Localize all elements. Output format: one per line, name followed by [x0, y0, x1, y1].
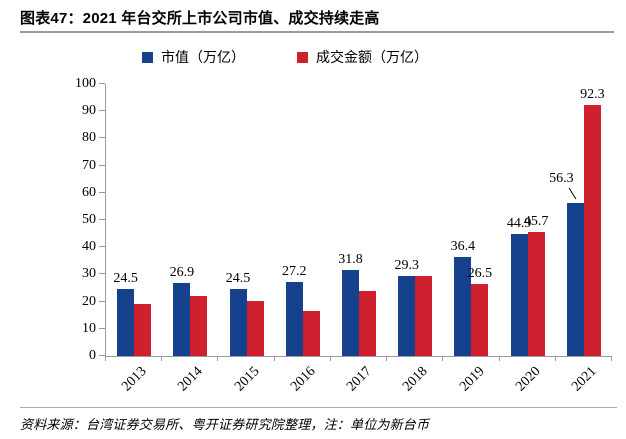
bar-label-turnover-2020: 45.7 [523, 213, 549, 229]
x-axis-label-2016: 2016 [288, 364, 319, 395]
y-tick-label: 60 [82, 184, 96, 200]
bar-turnover-2020 [527, 231, 545, 356]
y-tick-label: 20 [82, 293, 96, 309]
bar-label-market-cap-2021: 56.3 [549, 170, 574, 186]
legend-label-market-cap: 市值（万亿） [161, 49, 245, 65]
y-tick [99, 355, 105, 356]
y-tick [99, 300, 105, 302]
x-axis-label-2021: 2021 [569, 364, 600, 395]
bar-label-turnover-2021: 92.3 [580, 86, 605, 102]
x-axis-label-2020: 2020 [512, 364, 544, 395]
bar-group-2017: 31.8 [331, 84, 387, 356]
chart-legend: 市值（万亿） 成交金额（万亿） [0, 47, 598, 67]
bar-market-cap-2013 [117, 289, 135, 356]
x-axis-label-2014: 2014 [175, 364, 206, 395]
bar-group-2021: 56.3 92.3 [549, 84, 612, 356]
bar-label-market-cap-2017: 31.8 [338, 251, 363, 267]
bar-market-cap-2014 [173, 282, 191, 356]
label-leader-line [568, 187, 577, 200]
y-tick [99, 83, 105, 84]
y-tick [99, 219, 105, 220]
y-tick-label: 80 [82, 130, 96, 146]
x-axis-label-2013: 2013 [119, 364, 150, 395]
y-tick [99, 327, 105, 329]
y-tick [99, 110, 105, 112]
footer-divider [20, 407, 617, 408]
bar-turnover-2018 [415, 275, 433, 356]
bar-chart-plot-area: 24.5 26.9 24.5 27.2 31.8 29.3 36.4 26.5 44.9 45.7… [75, 77, 612, 363]
bar-turnover-2014 [190, 296, 208, 356]
bar-market-cap-2016 [285, 282, 303, 356]
bar-market-cap-2018 [398, 276, 416, 356]
x-tick [498, 356, 500, 361]
y-tick-label: 100 [75, 76, 96, 91]
y-tick-label: 90 [82, 103, 96, 119]
bar-turnover-2019 [471, 283, 489, 356]
y-tick-label: 30 [82, 266, 96, 282]
x-tick [217, 356, 219, 361]
bar-label-market-cap-2019: 36.4 [450, 239, 476, 254]
bar-turnover-2021 [583, 104, 601, 356]
x-tick [554, 356, 556, 361]
x-axis-labels: 2013 2014 2015 2016 2017 2018 2019 2020 2021 [105, 357, 611, 399]
x-tick [611, 356, 612, 361]
bar-market-cap-2019 [454, 257, 472, 356]
y-tick [99, 164, 105, 166]
x-tick [442, 356, 444, 361]
x-axis-label-2018: 2018 [400, 364, 431, 395]
bar-turnover-2017 [358, 291, 376, 356]
bar-group-2018: 29.3 [387, 84, 443, 356]
x-tick [329, 356, 331, 361]
bar-label-market-cap-2013: 24.5 [113, 271, 138, 287]
x-axis-label-2017: 2017 [344, 364, 375, 395]
bar-group-2015: 24.5 [218, 84, 274, 356]
bar-turnover-2013 [134, 304, 152, 356]
bar-group-2014: 26.9 [162, 84, 218, 356]
bar-label-market-cap-2016: 27.2 [282, 264, 307, 280]
y-tick [99, 137, 105, 139]
bar-label-market-cap-2014: 26.9 [169, 264, 195, 280]
bar-market-cap-2015 [229, 289, 247, 356]
y-tick-label: 40 [82, 239, 96, 255]
x-tick [273, 356, 275, 361]
bar-market-cap-2020 [510, 233, 528, 356]
y-tick [99, 191, 105, 193]
y-tick-label: 10 [82, 320, 96, 336]
bar-label-market-cap-2015: 24.5 [225, 271, 251, 287]
legend-label-turnover: 成交金额（万亿） [316, 49, 428, 65]
bar-market-cap-2021 [566, 202, 584, 356]
y-tick-label: 70 [82, 157, 96, 173]
x-tick [161, 356, 163, 361]
title-divider [20, 31, 614, 33]
bar-market-cap-2017 [341, 269, 359, 356]
bar-turnover-2015 [246, 301, 264, 356]
bar-label-market-cap-2020: 44.9 [506, 215, 532, 231]
bar-label-market-cap-2018: 29.3 [394, 258, 419, 274]
bar-turnover-2016 [302, 311, 320, 356]
y-tick-label: 0 [89, 348, 96, 363]
bar-group-2016: 27.2 [275, 84, 331, 356]
bar-group-2019: 36.4 26.5 [443, 84, 499, 356]
x-tick [105, 356, 106, 361]
legend-swatch-turnover-icon [297, 51, 308, 63]
legend-swatch-market-cap-icon [142, 51, 153, 63]
x-tick [386, 356, 388, 361]
legend-item-turnover: 成交金额（万亿） [297, 47, 428, 67]
x-axis-label-2019: 2019 [456, 364, 488, 395]
bar-groups: 24.5 26.9 24.5 27.2 31.8 29.3 36.4 26.5 44.9 45.7… [106, 84, 612, 356]
x-axis-label-2015: 2015 [231, 364, 263, 395]
legend-item-market-cap: 市值（万亿） [142, 47, 245, 67]
y-tick [99, 246, 105, 248]
y-tick-label: 50 [82, 212, 96, 227]
bar-label-turnover-2019: 26.5 [467, 265, 493, 281]
figure-title: 图表47：2021 年台交所上市公司市值、成交持续走高 [20, 10, 380, 27]
bar-group-2020: 44.9 45.7 [500, 84, 556, 356]
source-note: 资料来源：台湾证券交易所、粤开证券研究院整理，注：单位为新台币 [20, 417, 430, 432]
y-tick [99, 273, 105, 275]
bar-group-2013: 24.5 [106, 84, 162, 356]
